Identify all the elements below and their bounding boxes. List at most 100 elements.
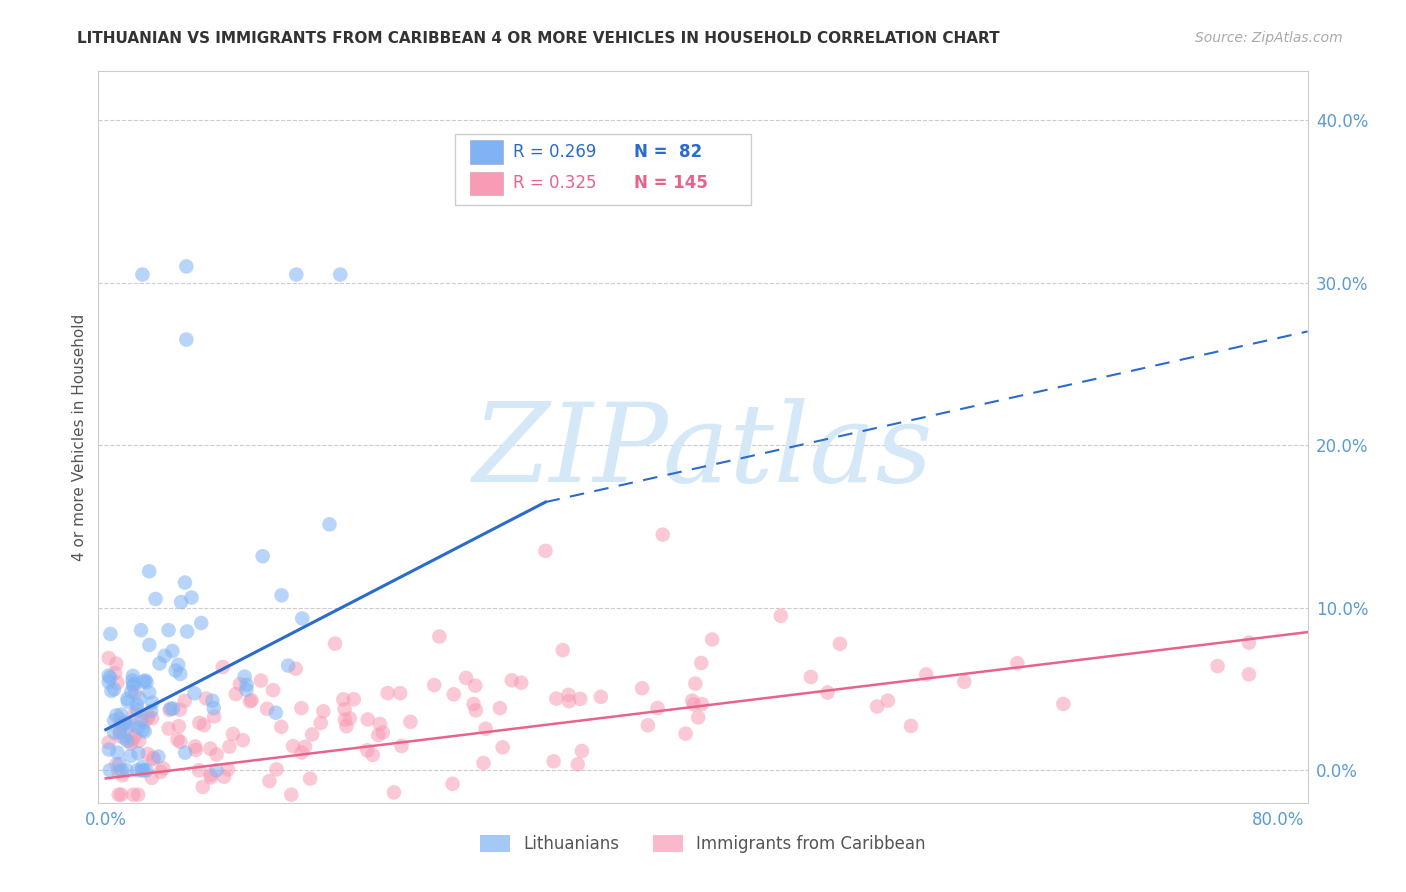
- Point: [139, 704, 162, 718]
- Point: [637, 718, 659, 732]
- Point: [367, 728, 389, 742]
- Point: [329, 268, 352, 282]
- Point: [173, 694, 195, 708]
- Point: [682, 698, 704, 712]
- Point: [256, 702, 278, 716]
- Point: [391, 739, 413, 753]
- Point: [200, 770, 222, 784]
- Point: [135, 764, 157, 778]
- Point: [120, 684, 142, 698]
- Point: [690, 656, 713, 670]
- Point: [165, 664, 187, 678]
- Point: [232, 733, 254, 747]
- Point: [108, 726, 131, 740]
- Point: [136, 711, 159, 725]
- Point: [162, 644, 184, 658]
- Point: [118, 719, 141, 733]
- Point: [427, 630, 450, 644]
- Point: [291, 611, 314, 625]
- Point: [534, 544, 557, 558]
- Point: [122, 731, 145, 746]
- Point: [167, 657, 190, 672]
- Point: [176, 260, 198, 274]
- Point: [110, 764, 132, 778]
- Point: [184, 739, 207, 754]
- Point: [631, 681, 654, 696]
- Point: [1005, 656, 1028, 670]
- Point: [138, 685, 160, 699]
- Point: [103, 725, 125, 739]
- Point: [472, 756, 495, 770]
- Point: [174, 746, 197, 760]
- Point: [301, 727, 323, 741]
- Point: [294, 739, 316, 754]
- Point: [323, 637, 346, 651]
- Point: [333, 702, 356, 716]
- Point: [464, 679, 486, 693]
- Point: [318, 517, 340, 532]
- Point: [675, 726, 697, 740]
- Point: [108, 712, 131, 726]
- Point: [141, 696, 163, 710]
- Point: [122, 679, 145, 693]
- Point: [190, 615, 212, 630]
- Point: [136, 747, 159, 761]
- Point: [900, 719, 922, 733]
- Point: [103, 714, 125, 728]
- Point: [188, 764, 211, 778]
- Point: [280, 788, 302, 802]
- Point: [159, 701, 181, 715]
- Point: [571, 744, 593, 758]
- Point: [128, 734, 150, 748]
- Point: [264, 706, 287, 720]
- Point: [97, 742, 120, 756]
- Point: [127, 764, 149, 778]
- Point: [212, 770, 235, 784]
- Text: R = 0.269: R = 0.269: [513, 143, 596, 161]
- Point: [339, 711, 361, 725]
- Point: [371, 725, 394, 739]
- Point: [153, 648, 176, 663]
- Point: [114, 731, 136, 746]
- Point: [205, 764, 228, 778]
- Point: [124, 706, 146, 720]
- Point: [111, 768, 134, 782]
- Point: [309, 715, 332, 730]
- Bar: [470, 171, 503, 195]
- Point: [332, 692, 354, 706]
- Point: [700, 632, 723, 647]
- Point: [107, 788, 129, 802]
- Text: LITHUANIAN VS IMMIGRANTS FROM CARIBBEAN 4 OR MORE VEHICLES IN HOUSEHOLD CORRELAT: LITHUANIAN VS IMMIGRANTS FROM CARIBBEAN …: [77, 31, 1000, 46]
- Point: [193, 718, 215, 732]
- Point: [105, 708, 128, 723]
- Point: [454, 671, 477, 685]
- Text: R = 0.325: R = 0.325: [513, 174, 596, 193]
- Point: [122, 677, 145, 691]
- Point: [368, 717, 391, 731]
- Point: [299, 772, 322, 786]
- FancyBboxPatch shape: [456, 134, 751, 205]
- Point: [335, 719, 357, 733]
- Point: [252, 549, 274, 564]
- Point: [184, 743, 207, 757]
- Point: [107, 746, 129, 760]
- Point: [183, 686, 205, 700]
- Point: [1206, 659, 1229, 673]
- Point: [828, 637, 851, 651]
- Point: [441, 777, 464, 791]
- Point: [202, 709, 225, 723]
- Point: [357, 713, 380, 727]
- Point: [162, 701, 184, 715]
- Y-axis label: 4 or more Vehicles in Household: 4 or more Vehicles in Household: [72, 313, 87, 561]
- Point: [270, 720, 292, 734]
- Point: [270, 588, 292, 602]
- Point: [558, 694, 581, 708]
- Point: [157, 722, 180, 736]
- Point: [111, 718, 134, 732]
- Point: [97, 651, 120, 665]
- Point: [129, 713, 152, 727]
- Point: [176, 624, 198, 639]
- Point: [131, 764, 153, 778]
- Point: [176, 333, 198, 347]
- Point: [120, 717, 142, 731]
